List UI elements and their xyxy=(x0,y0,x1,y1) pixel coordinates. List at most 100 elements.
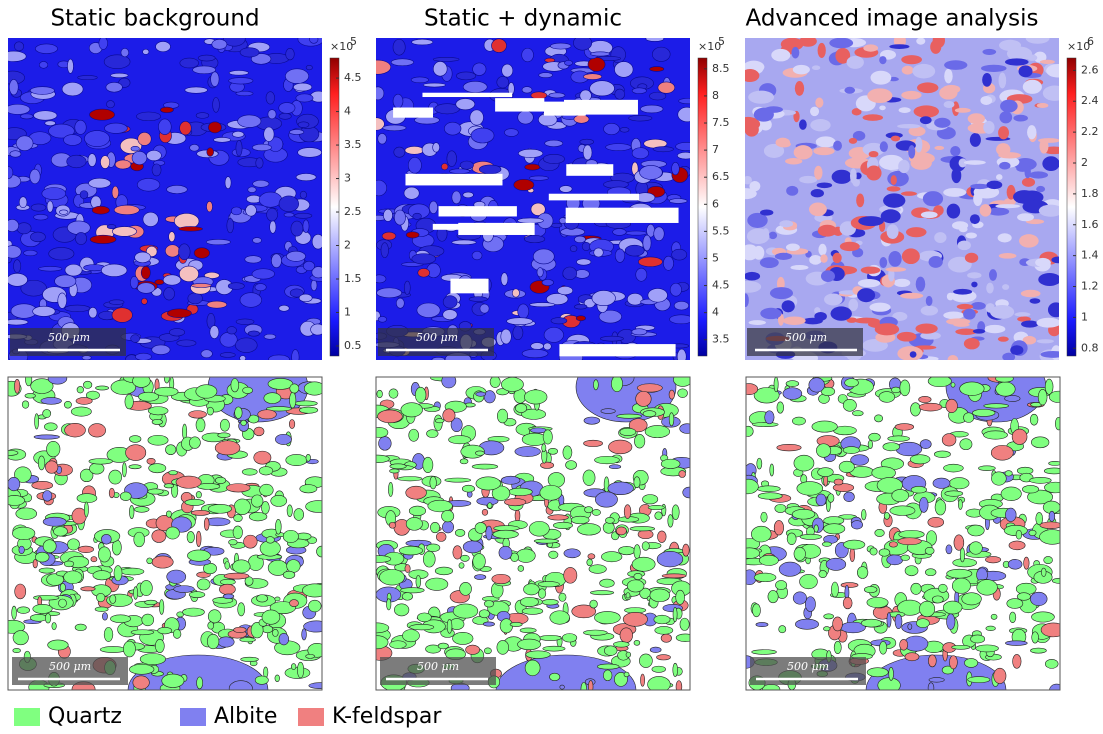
scale-label: 500 μm xyxy=(416,331,458,344)
grain xyxy=(131,630,154,635)
grain xyxy=(920,116,932,124)
grain xyxy=(544,327,564,342)
grain xyxy=(669,199,687,204)
grain xyxy=(611,376,622,392)
grain xyxy=(901,55,922,64)
grain xyxy=(207,634,219,649)
grain xyxy=(537,268,543,277)
grain xyxy=(938,584,947,592)
grain xyxy=(233,560,251,573)
grain xyxy=(525,660,540,676)
grain xyxy=(469,297,487,302)
grain xyxy=(888,436,910,442)
grain xyxy=(1005,508,1016,521)
grain xyxy=(524,235,544,242)
grain xyxy=(204,518,209,531)
grain xyxy=(196,385,217,399)
grain xyxy=(608,440,632,454)
grain xyxy=(110,595,116,604)
grain xyxy=(1023,80,1042,94)
grain xyxy=(928,655,936,667)
grain xyxy=(634,573,642,579)
grain xyxy=(828,494,834,503)
grain xyxy=(609,465,621,469)
grain xyxy=(479,165,501,174)
grain xyxy=(980,96,992,105)
void-streak xyxy=(544,102,586,116)
grain xyxy=(64,571,82,584)
grain xyxy=(75,120,86,134)
grain xyxy=(895,424,914,431)
grain xyxy=(1044,556,1053,563)
grain xyxy=(507,318,533,325)
grain xyxy=(1044,468,1063,474)
grain xyxy=(255,676,268,684)
grain xyxy=(191,283,211,287)
grain xyxy=(921,211,938,218)
grain xyxy=(743,176,752,184)
grain xyxy=(1027,55,1037,61)
grain xyxy=(152,164,161,176)
grain xyxy=(262,610,280,624)
grain xyxy=(999,162,1010,170)
grain xyxy=(590,600,598,608)
grain xyxy=(394,604,409,616)
grain xyxy=(499,546,512,559)
grain xyxy=(238,115,261,128)
grain xyxy=(752,604,760,617)
grain xyxy=(754,108,774,122)
grain xyxy=(650,589,670,602)
grain xyxy=(461,555,470,561)
grain xyxy=(309,683,333,689)
colorbar-tick-label: 4 xyxy=(712,306,719,319)
grain xyxy=(75,232,86,244)
grain xyxy=(934,451,950,458)
phase-map: 500 μm xyxy=(0,352,333,725)
grain xyxy=(573,36,591,51)
grain xyxy=(1040,522,1062,529)
grain xyxy=(390,641,407,649)
grain xyxy=(895,614,902,628)
grain xyxy=(165,445,175,455)
grain xyxy=(423,551,435,567)
grain xyxy=(306,454,311,461)
grain xyxy=(524,390,547,404)
grain xyxy=(571,516,589,524)
grain xyxy=(255,284,266,291)
grain xyxy=(402,630,419,642)
grain xyxy=(12,527,35,540)
grain xyxy=(900,380,910,396)
grain xyxy=(286,48,295,60)
grain xyxy=(850,548,855,562)
grain xyxy=(933,478,950,488)
grain xyxy=(35,414,39,429)
grain xyxy=(861,266,881,273)
grain xyxy=(777,402,784,413)
void-streak xyxy=(566,208,679,223)
grain xyxy=(630,526,655,531)
grain xyxy=(915,324,937,334)
grain xyxy=(1016,530,1022,539)
grain xyxy=(814,525,818,532)
grain xyxy=(52,622,56,629)
grain xyxy=(296,173,316,180)
grain xyxy=(107,225,116,229)
grain xyxy=(626,593,630,598)
grain xyxy=(761,512,767,522)
grain xyxy=(800,574,818,588)
grain xyxy=(600,579,615,587)
grain xyxy=(14,379,19,393)
grain xyxy=(538,589,545,599)
grain xyxy=(472,464,498,469)
grain xyxy=(669,315,692,324)
grain xyxy=(967,272,981,278)
grain xyxy=(1043,85,1067,100)
grain xyxy=(559,218,566,224)
grain xyxy=(306,501,331,513)
grain xyxy=(654,615,670,624)
grain xyxy=(861,509,866,520)
grain xyxy=(770,464,774,476)
grain xyxy=(497,76,509,88)
grain xyxy=(125,445,145,461)
grain xyxy=(510,622,522,626)
